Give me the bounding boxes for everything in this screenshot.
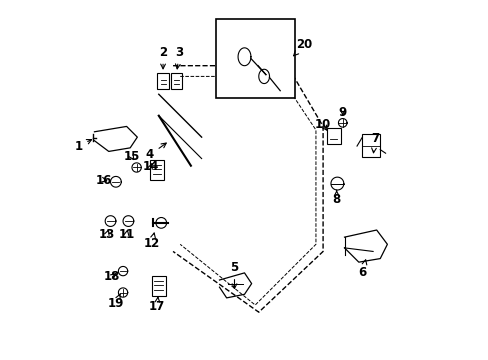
Text: 15: 15 [123,150,140,163]
Text: 19: 19 [107,294,124,310]
Text: 4: 4 [145,143,166,162]
Bar [149,160,164,180]
Text: 10: 10 [314,118,330,131]
Bar [216,19,294,98]
Text: 14: 14 [142,160,159,173]
Text: 18: 18 [104,270,120,283]
Text: 9: 9 [338,105,346,119]
Bar [151,276,165,296]
Text: 3: 3 [175,46,183,69]
Text: 17: 17 [148,297,165,313]
Text: 2: 2 [159,46,167,69]
Text: 1: 1 [74,140,91,153]
Bar [326,128,340,144]
Text: 8: 8 [332,190,340,206]
Bar [157,73,169,89]
Text: 6: 6 [358,260,366,279]
Text: 20: 20 [293,38,312,56]
Bar [171,73,182,89]
Text: 5: 5 [230,261,238,288]
Text: 12: 12 [143,233,160,250]
Text: 7: 7 [370,132,378,153]
Text: 16: 16 [95,174,111,186]
Bar [362,134,380,157]
Text: 11: 11 [118,228,135,241]
Text: 13: 13 [99,228,115,241]
